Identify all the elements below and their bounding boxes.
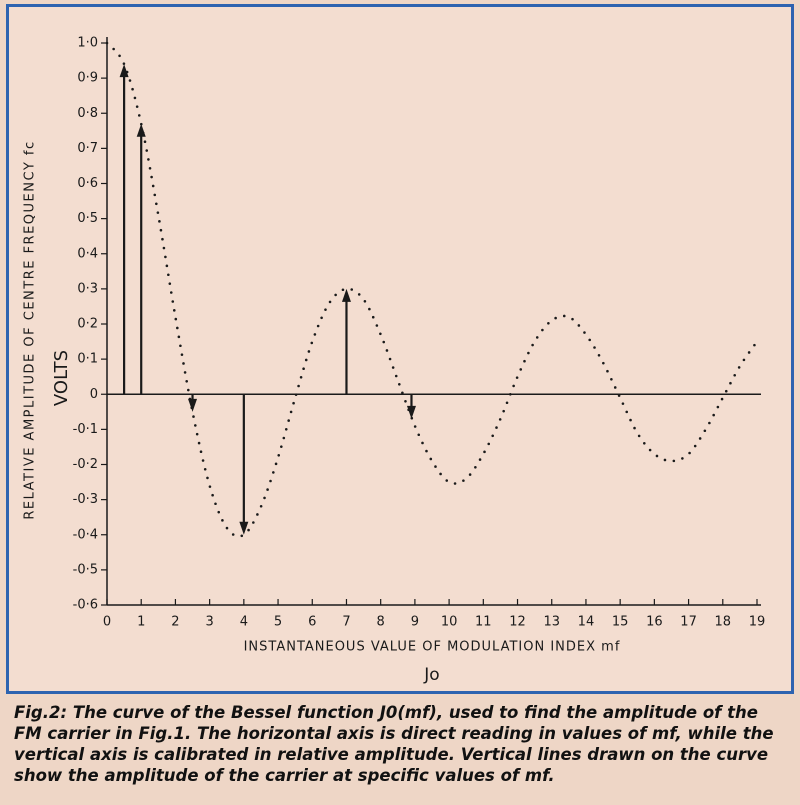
x-tick-label: 18 — [715, 615, 732, 630]
y-tick-label: -0·6 — [73, 598, 98, 613]
amplitude-arrow — [406, 394, 416, 419]
x-tick-label: 13 — [543, 615, 560, 630]
y-tick-label: 0·5 — [77, 211, 98, 226]
y-tick-label: -0·2 — [73, 457, 98, 472]
y-tick-label: 0·2 — [77, 317, 98, 332]
y-tick-label: 0 — [90, 387, 98, 402]
amplitude-arrow — [188, 394, 198, 412]
y-tick-label: -0·4 — [73, 527, 98, 542]
x-tick-label: 10 — [441, 615, 458, 630]
y-tick-label: 0·8 — [77, 106, 98, 121]
y-tick-label: 1·0 — [77, 36, 98, 51]
x-axis-title: INSTANTANEOUS VALUE OF MODULATION INDEX … — [244, 640, 621, 655]
chart: RELATIVE AMPLITUDE OF CENTRE FREQUENCY f… — [23, 36, 766, 686]
y-tick-label: 0·3 — [77, 281, 98, 296]
x-tick-label: 2 — [171, 615, 179, 630]
y-tick-label: 0·9 — [77, 71, 98, 86]
figure-frame — [6, 4, 794, 694]
x-axis-subtitle: Jo — [423, 665, 439, 685]
amplitude-arrow — [341, 288, 351, 395]
y-axis-unit: VOLTS — [51, 350, 72, 406]
bessel-curve — [105, 41, 759, 538]
arrow-head — [406, 405, 416, 419]
x-tick-label: 5 — [274, 615, 282, 630]
arrow-head — [239, 521, 249, 535]
caption: Fig.2: The curve of the Bessel function … — [14, 703, 774, 785]
amplitude-arrow — [136, 123, 146, 395]
x-tick-label: 14 — [578, 615, 595, 630]
x-tick-label: 3 — [205, 615, 213, 630]
amplitude-arrow — [239, 394, 249, 535]
x-tick-label: 4 — [240, 615, 248, 630]
amplitude-arrow — [119, 64, 129, 395]
x-tick-label: 16 — [646, 615, 663, 630]
arrow-head — [136, 123, 146, 137]
x-tick-label: 6 — [308, 615, 316, 630]
x-tick-label: 7 — [342, 615, 350, 630]
x-tick-label: 8 — [377, 615, 385, 630]
x-tick-label: 19 — [749, 615, 766, 630]
y-tick-label: 0·4 — [77, 246, 98, 261]
x-tick-label: 1 — [137, 615, 145, 630]
arrow-head — [341, 288, 351, 302]
y-tick-label: 0·1 — [77, 352, 98, 367]
arrow-head — [119, 64, 129, 78]
x-tick-label: 0 — [103, 615, 111, 630]
y-tick-label: -0·5 — [73, 562, 98, 577]
x-tick-label: 11 — [475, 615, 492, 630]
y-tick-label: -0·1 — [73, 422, 98, 437]
x-tick-label: 12 — [509, 615, 526, 630]
arrow-head — [188, 398, 198, 412]
y-axis-title: RELATIVE AMPLITUDE OF CENTRE FREQUENCY f… — [23, 140, 38, 519]
y-tick-label: -0·3 — [73, 492, 98, 507]
x-tick-label: 9 — [411, 615, 419, 630]
x-tick-label: 17 — [680, 615, 697, 630]
y-tick-label: 0·6 — [77, 176, 98, 191]
x-tick-label: 15 — [612, 615, 629, 630]
y-tick-label: 0·7 — [77, 141, 98, 156]
